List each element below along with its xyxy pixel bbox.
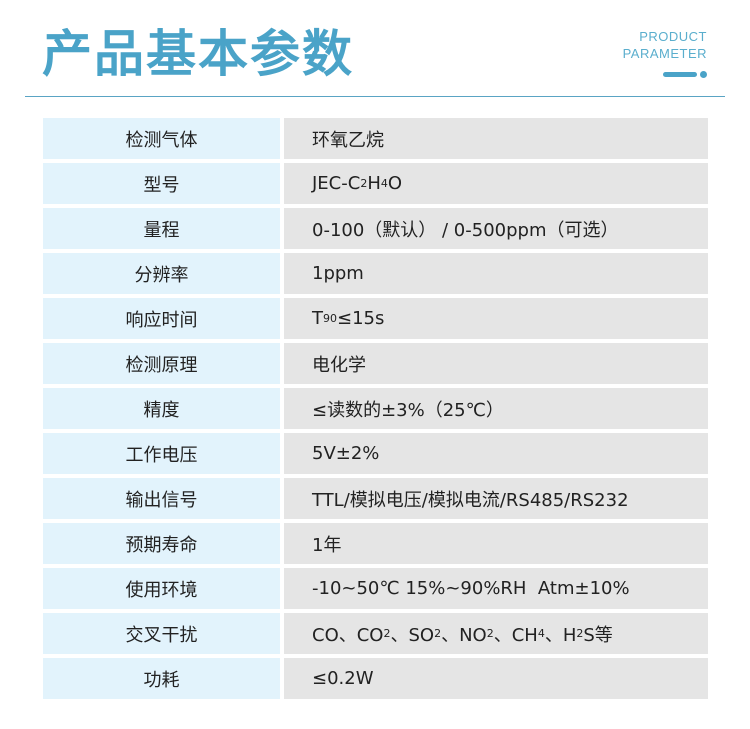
value-text: 、CH bbox=[493, 624, 538, 646]
table-row: 功耗 ≤0.2W bbox=[43, 658, 708, 699]
value-text: 1ppm bbox=[312, 263, 364, 284]
param-label: 精度 bbox=[43, 388, 280, 429]
param-label: 交叉干扰 bbox=[43, 613, 280, 654]
header-divider bbox=[25, 96, 725, 97]
page-title: 产品基本参数 bbox=[42, 25, 354, 83]
param-value: JEC-C 2 H 4 O bbox=[284, 163, 708, 204]
param-value: ≤0.2W bbox=[284, 658, 708, 699]
value-text: ≤0.2W bbox=[312, 668, 374, 689]
param-label: 输出信号 bbox=[43, 478, 280, 519]
value-text: T bbox=[312, 308, 323, 329]
param-value: 0-100（默认） / 0-500ppm（可选） bbox=[284, 208, 708, 249]
param-value: 电化学 bbox=[284, 343, 708, 384]
subscript: 90 bbox=[323, 312, 337, 325]
table-row: 量程 0-100（默认） / 0-500ppm（可选） bbox=[43, 208, 708, 249]
decorative-bar bbox=[663, 72, 697, 77]
param-value: -10~50℃ 15%~90%RH Atm±10% bbox=[284, 568, 708, 609]
value-text: ≤读数的±3%（25℃） bbox=[312, 399, 504, 421]
table-row: 响应时间 T 90 ≤15s bbox=[43, 298, 708, 339]
subscript: 2 bbox=[434, 627, 442, 640]
param-label: 检测原理 bbox=[43, 343, 280, 384]
value-text: 、H bbox=[544, 624, 577, 646]
value-text: 电化学 bbox=[312, 354, 366, 376]
table-row: 输出信号 TTL/模拟电压/模拟电流/RS485/RS232 bbox=[43, 478, 708, 519]
subtitle-line-1: PRODUCT bbox=[639, 29, 707, 44]
parameter-table: 检测气体 环氧乙烷 型号 JEC-C 2 H 4 O 量程 0-100（默认） / 0-500pp… bbox=[43, 118, 708, 703]
param-value: ≤读数的±3%（25℃） bbox=[284, 388, 708, 429]
param-label: 检测气体 bbox=[43, 118, 280, 159]
value-text: 环氧乙烷 bbox=[312, 129, 384, 151]
param-label: 工作电压 bbox=[43, 433, 280, 474]
param-value: 5V±2% bbox=[284, 433, 708, 474]
subscript: 4 bbox=[537, 627, 545, 640]
param-label: 型号 bbox=[43, 163, 280, 204]
param-value: T 90 ≤15s bbox=[284, 298, 708, 339]
value-text: CO、CO bbox=[312, 624, 384, 646]
table-row: 检测原理 电化学 bbox=[43, 343, 708, 384]
value-text: 1年 bbox=[312, 534, 342, 556]
subscript: 4 bbox=[380, 177, 388, 190]
table-row: 交叉干扰 CO、CO 2 、SO 2 、NO 2 、CH 4 、H 2 S等 bbox=[43, 613, 708, 654]
value-text: 0-100（默认） / 0-500ppm（可选） bbox=[312, 219, 619, 241]
value-text: -10~50℃ 15%~90%RH Atm±10% bbox=[312, 578, 630, 599]
table-row: 型号 JEC-C 2 H 4 O bbox=[43, 163, 708, 204]
table-row: 工作电压 5V±2% bbox=[43, 433, 708, 474]
value-text: 、SO bbox=[390, 624, 435, 646]
param-label: 量程 bbox=[43, 208, 280, 249]
param-value: TTL/模拟电压/模拟电流/RS485/RS232 bbox=[284, 478, 708, 519]
value-text: ≤15s bbox=[337, 308, 385, 329]
param-label: 响应时间 bbox=[43, 298, 280, 339]
param-label: 功耗 bbox=[43, 658, 280, 699]
subscript: 2 bbox=[360, 177, 368, 190]
value-text: S等 bbox=[583, 624, 613, 646]
value-text: 5V±2% bbox=[312, 443, 380, 464]
param-value: CO、CO 2 、SO 2 、NO 2 、CH 4 、H 2 S等 bbox=[284, 613, 708, 654]
table-row: 预期寿命 1年 bbox=[43, 523, 708, 564]
param-label: 预期寿命 bbox=[43, 523, 280, 564]
value-text: 、NO bbox=[441, 624, 487, 646]
subscript: 2 bbox=[383, 627, 391, 640]
english-subtitle: PRODUCT PARAMETER bbox=[623, 28, 707, 62]
table-row: 分辨率 1ppm bbox=[43, 253, 708, 294]
table-row: 精度 ≤读数的±3%（25℃） bbox=[43, 388, 708, 429]
value-text: H bbox=[367, 173, 381, 194]
subscript: 2 bbox=[486, 627, 494, 640]
param-value: 1年 bbox=[284, 523, 708, 564]
table-row: 检测气体 环氧乙烷 bbox=[43, 118, 708, 159]
value-text: O bbox=[387, 173, 403, 194]
param-value: 环氧乙烷 bbox=[284, 118, 708, 159]
value-text: JEC-C bbox=[312, 173, 361, 194]
subscript: 2 bbox=[576, 627, 584, 640]
subtitle-line-2: PARAMETER bbox=[622, 46, 707, 61]
value-text: TTL/模拟电压/模拟电流/RS485/RS232 bbox=[312, 489, 629, 511]
table-row: 使用环境 -10~50℃ 15%~90%RH Atm±10% bbox=[43, 568, 708, 609]
param-value: 1ppm bbox=[284, 253, 708, 294]
param-label: 使用环境 bbox=[43, 568, 280, 609]
decorative-dot bbox=[700, 71, 707, 78]
param-label: 分辨率 bbox=[43, 253, 280, 294]
